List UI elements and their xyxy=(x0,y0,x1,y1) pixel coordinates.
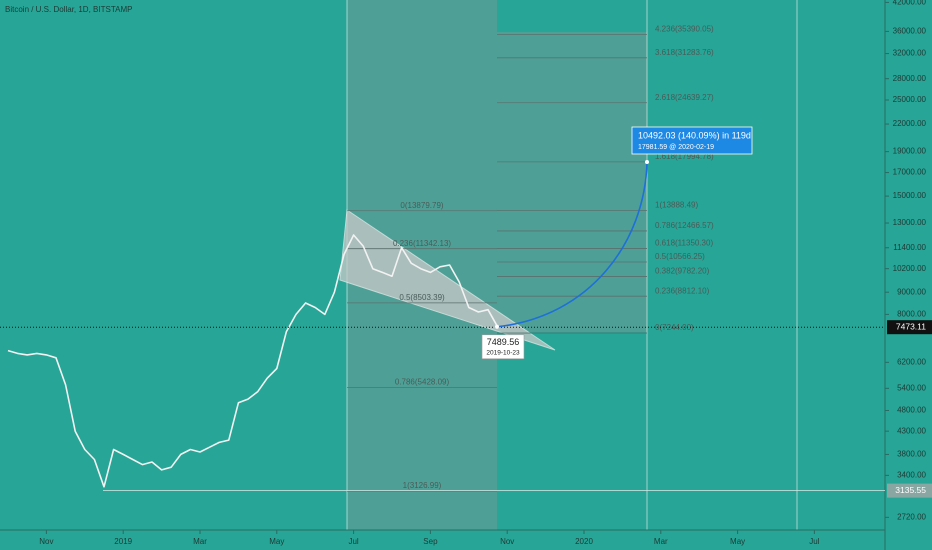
fib-label: 3.618(31283.76) xyxy=(655,48,714,57)
x-tick-label: Sep xyxy=(423,537,438,546)
fib-label: 4.236(35390.05) xyxy=(655,25,714,34)
falling-wedge xyxy=(339,209,556,351)
x-tick-label: Jul xyxy=(809,537,819,546)
x-tick-label: May xyxy=(269,537,284,546)
x-tick-label: 2019 xyxy=(114,537,132,546)
y-tick-label: 8000.00 xyxy=(897,309,926,318)
y-tick-label: 32000.00 xyxy=(893,49,927,58)
y-tick-label: 28000.00 xyxy=(893,74,927,83)
symbol-title: Bitcoin / U.S. Dollar, 1D, BITSTAMP xyxy=(5,5,132,14)
y-tick-label: 13000.00 xyxy=(893,218,927,227)
y-tick-label: 5400.00 xyxy=(897,383,926,392)
y-tick-label: 3400.00 xyxy=(897,470,926,479)
projection-label: 10492.03 (140.09%) in 119d xyxy=(638,130,751,140)
current-price-label: 7473.11 xyxy=(896,321,926,331)
y-tick-label: 4800.00 xyxy=(897,406,926,415)
y-tick-label: 36000.00 xyxy=(893,27,927,36)
y-tick-label: 4300.00 xyxy=(897,426,926,435)
x-tick-label: May xyxy=(730,537,745,546)
y-tick-label: 11400.00 xyxy=(893,243,926,252)
fib-label: 0.5(10566.25) xyxy=(655,252,705,261)
y-tick-label: 42000.00 xyxy=(893,0,927,7)
fib-label: 0.786(5428.09) xyxy=(395,377,450,386)
fib-label: 0(13879.79) xyxy=(400,201,443,210)
y-tick-label: 10200.00 xyxy=(893,264,927,273)
price-line xyxy=(7,234,499,488)
last-point-date: 2019-10-23 xyxy=(486,349,520,356)
last-point-price: 7489.56 xyxy=(487,337,520,347)
x-tick-label: Nov xyxy=(39,537,53,546)
fib-label: 0.618(11350.30) xyxy=(655,239,713,248)
projection-sublabel: 17981.59 @ 2020-02-19 xyxy=(638,144,714,151)
projection-box xyxy=(631,126,753,155)
low-price-box xyxy=(887,483,932,498)
y-tick-label: 17000.00 xyxy=(893,168,927,177)
fib-label: 0.5(8503.39) xyxy=(399,293,445,302)
fib-label: 2.618(24639.27) xyxy=(655,93,714,102)
last-point-box xyxy=(481,334,525,360)
x-tick-label: Mar xyxy=(654,537,668,546)
fib-label: 0.786(12466.57) xyxy=(655,221,714,230)
y-tick-label: 2720.00 xyxy=(897,512,926,521)
current-price-box xyxy=(887,320,932,335)
y-tick-label: 6200.00 xyxy=(897,357,926,366)
fib-label: 1.618(17994.78) xyxy=(655,152,714,161)
fib-label: 1(13888.49) xyxy=(655,201,698,210)
y-tick-label: 9000.00 xyxy=(897,287,926,296)
last-point xyxy=(495,324,499,329)
y-tick-label: 19000.00 xyxy=(893,147,927,156)
x-tick-label: Mar xyxy=(193,537,207,546)
x-tick-label: Nov xyxy=(500,537,514,546)
x-tick-label: 2020 xyxy=(575,537,593,546)
fib-label: 0.236(11342.13) xyxy=(393,239,451,248)
fib-label: 0.382(9782.20) xyxy=(655,267,710,276)
fib-label: 0.236(8812.10) xyxy=(655,286,710,295)
y-tick-label: 22000.00 xyxy=(893,119,927,128)
y-tick-label: 25000.00 xyxy=(893,95,927,104)
projection-end xyxy=(645,160,649,165)
projection-curve xyxy=(496,161,648,328)
fib-label: 0(7244.00) xyxy=(655,323,694,332)
fib-label: 1(3126.99) xyxy=(403,481,442,490)
y-tick-label: 3800.00 xyxy=(897,450,926,459)
y-tick-label: 15000.00 xyxy=(893,191,927,200)
low-price-label: 3135.55 xyxy=(895,485,926,495)
x-tick-label: Jul xyxy=(348,537,358,546)
right-fib-zone xyxy=(497,32,647,332)
